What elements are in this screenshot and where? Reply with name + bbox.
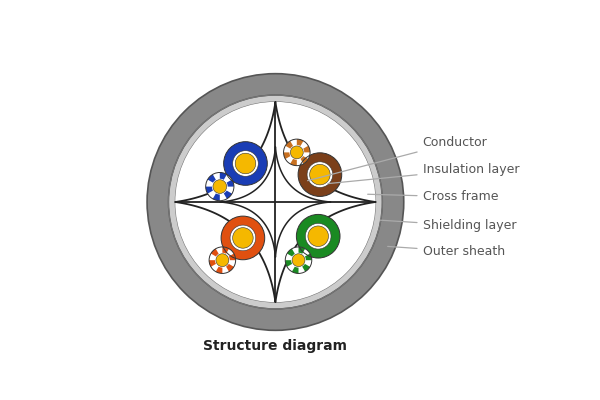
Wedge shape <box>286 141 293 149</box>
Circle shape <box>233 151 259 176</box>
Wedge shape <box>285 260 292 267</box>
Wedge shape <box>287 249 295 256</box>
Circle shape <box>213 180 227 194</box>
Text: Insulation layer: Insulation layer <box>328 163 519 184</box>
Text: Outer sheath: Outer sheath <box>388 245 505 258</box>
Wedge shape <box>226 264 234 272</box>
Wedge shape <box>299 247 305 254</box>
Text: Cross frame: Cross frame <box>368 190 498 203</box>
Wedge shape <box>303 146 310 152</box>
Circle shape <box>285 247 312 274</box>
Wedge shape <box>223 247 229 254</box>
Circle shape <box>292 254 305 266</box>
Wedge shape <box>305 254 312 260</box>
Wedge shape <box>229 254 236 260</box>
Wedge shape <box>284 152 290 159</box>
Circle shape <box>235 153 256 174</box>
Circle shape <box>307 162 333 188</box>
Circle shape <box>296 214 340 258</box>
Circle shape <box>169 95 382 309</box>
Circle shape <box>284 139 310 166</box>
Wedge shape <box>220 172 227 180</box>
Text: Shielding layer: Shielding layer <box>380 220 516 232</box>
Circle shape <box>209 247 236 274</box>
Wedge shape <box>216 266 223 274</box>
Wedge shape <box>301 156 308 164</box>
Circle shape <box>175 102 376 302</box>
Wedge shape <box>302 264 310 272</box>
Circle shape <box>206 172 234 201</box>
Circle shape <box>224 142 267 185</box>
Wedge shape <box>213 194 220 201</box>
Wedge shape <box>224 190 232 199</box>
Circle shape <box>169 95 382 309</box>
Wedge shape <box>292 266 299 274</box>
Wedge shape <box>297 139 304 146</box>
Wedge shape <box>227 180 234 186</box>
Wedge shape <box>206 186 213 194</box>
Circle shape <box>310 164 330 185</box>
Wedge shape <box>211 249 218 256</box>
Text: Structure diagram: Structure diagram <box>203 339 347 353</box>
Circle shape <box>175 102 376 302</box>
Wedge shape <box>209 260 216 267</box>
Circle shape <box>298 153 342 196</box>
Text: Conductor: Conductor <box>308 136 487 181</box>
Circle shape <box>233 228 253 248</box>
Wedge shape <box>208 174 216 183</box>
Circle shape <box>305 223 331 249</box>
Circle shape <box>308 226 328 246</box>
Circle shape <box>216 254 229 266</box>
Circle shape <box>290 146 303 159</box>
Circle shape <box>230 225 256 251</box>
Circle shape <box>147 74 404 330</box>
Circle shape <box>221 216 265 260</box>
Wedge shape <box>290 159 297 166</box>
